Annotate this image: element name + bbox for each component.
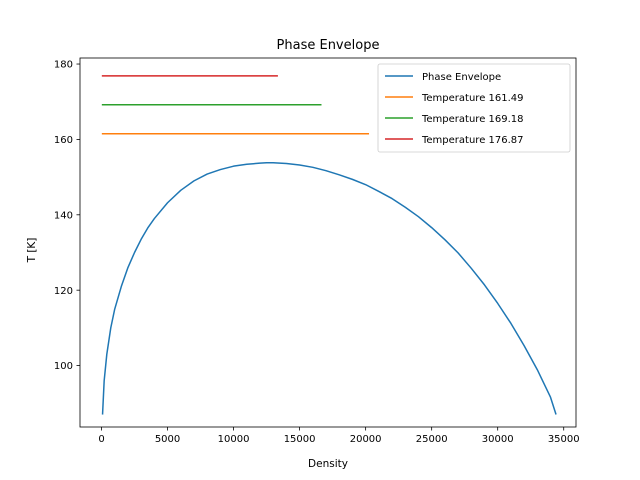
- legend-box: [377, 63, 571, 153]
- x-tick-label-1: 5000: [155, 434, 180, 445]
- legend-label-3: Temperature 176.87: [421, 135, 524, 146]
- legend-label-2: Temperature 169.18: [421, 114, 524, 125]
- y-axis-label: T [K]: [26, 238, 38, 264]
- x-tick-label-5: 25000: [416, 434, 448, 445]
- plot-area: [101, 75, 557, 415]
- y-tick-label-1: 120: [54, 286, 73, 297]
- x-tick-label-7: 35000: [548, 434, 580, 445]
- chart-title: Phase Envelope: [277, 38, 380, 53]
- x-tick-label-0: 0: [98, 434, 104, 445]
- axes: 0 5000 10000 15000 20000 25000 30000 35000 100 12…: [54, 57, 580, 445]
- y-tick-label-3: 160: [54, 135, 73, 146]
- x-tick-label-3: 15000: [284, 434, 316, 445]
- y-tick-label-2: 140: [54, 210, 73, 221]
- legend-label-1: Temperature 161.49: [421, 93, 524, 104]
- y-tick-label-4: 180: [54, 60, 73, 71]
- y-tick-label-0: 100: [54, 361, 73, 372]
- x-axis-label: Density: [308, 458, 348, 470]
- legend-label-0: Phase Envelope: [422, 72, 501, 83]
- legend: Phase Envelope Temperature 161.49 Temperat…: [377, 63, 571, 153]
- x-tick-label-6: 30000: [482, 434, 514, 445]
- series-line-0: [101, 162, 557, 415]
- axes-frame: [79, 57, 577, 428]
- x-tick-label-4: 20000: [350, 434, 382, 445]
- x-tick-label-2: 10000: [218, 434, 250, 445]
